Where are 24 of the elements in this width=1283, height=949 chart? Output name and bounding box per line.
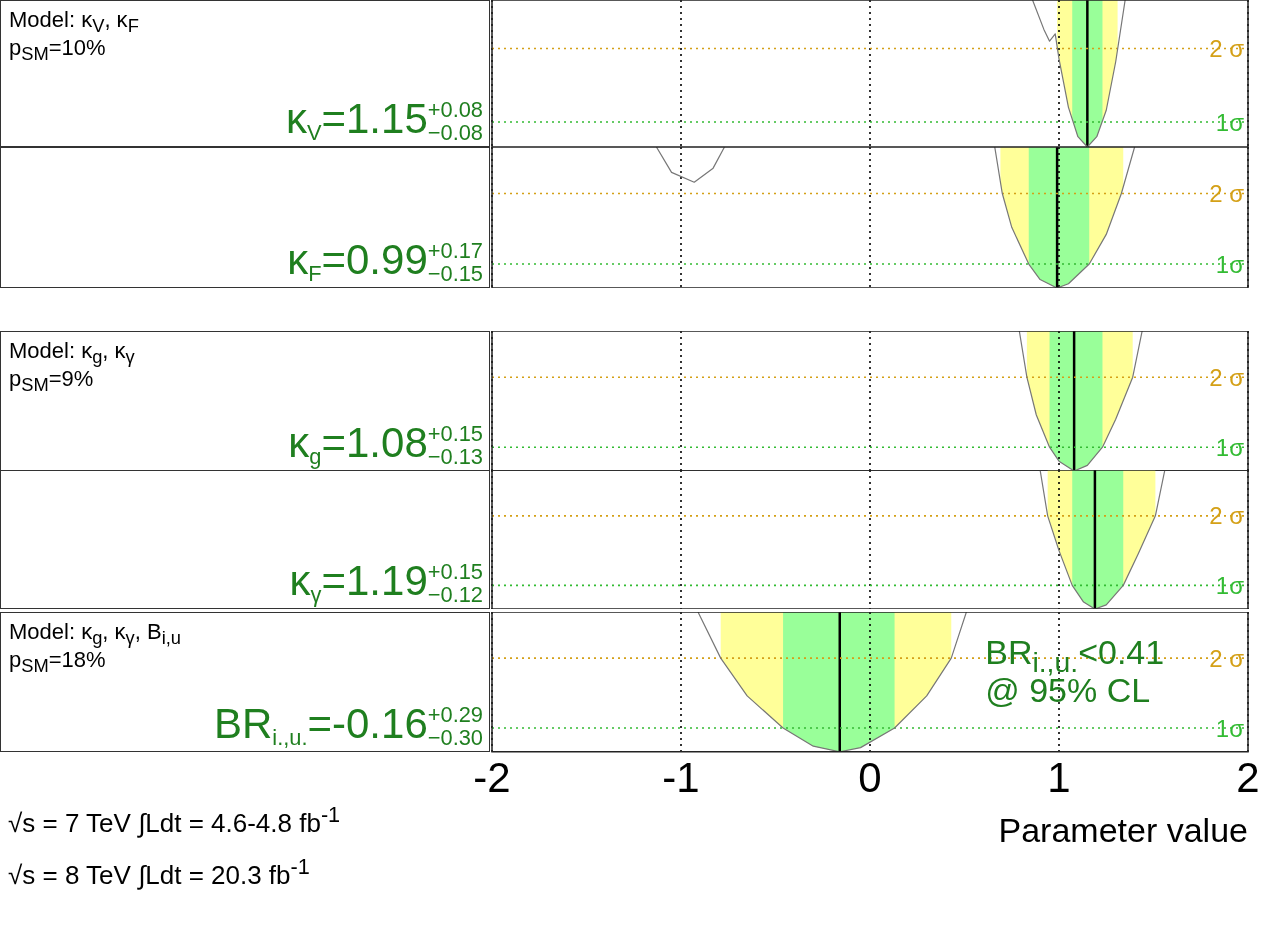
x-axis-title: Parameter value [998, 810, 1248, 849]
text: √s = 7 TeV ∫Ldt = 4.6-4.8 fb$^{-1}$ [8, 802, 341, 839]
text: Model: κ$_{V}$, κ$_{F}$ [9, 7, 139, 37]
ref-line-label: 2 σ [1209, 35, 1245, 63]
ref-line-label: 2 σ [1209, 502, 1245, 530]
ref-line-label: 2 σ [1209, 644, 1245, 672]
text: √s = 8 TeV ∫Ldt = 20.3 fb$^{-1}$ [8, 854, 310, 891]
ref-line-label: 2 σ [1209, 180, 1245, 208]
ref-line-label: 1σ [1215, 108, 1245, 136]
text: p$_{SM}$=9% [9, 366, 94, 397]
text: p$_{SM}$=18% [9, 647, 106, 678]
text: Model: κ$_{g}$, κ$_{γ}$, B$_{i,u}$ [9, 619, 182, 649]
x-tick-label: -1 [662, 753, 700, 801]
x-tick-label: 2 [1236, 753, 1260, 801]
ref-line-label: 1σ [1215, 714, 1245, 742]
x-tick-label: -2 [473, 753, 511, 801]
x-tick-label: 1 [1047, 753, 1071, 801]
text: Model: κ$_{g}$, κ$_{γ}$ [9, 338, 135, 368]
x-tick-label: 0 [858, 753, 882, 801]
ref-line-label: 1σ [1215, 250, 1245, 278]
ref-line-label: 1σ [1215, 571, 1245, 599]
ref-line-label: 2 σ [1209, 363, 1245, 391]
text: p$_{SM}$=10% [9, 35, 106, 66]
ref-line-label: 1σ [1215, 433, 1245, 461]
